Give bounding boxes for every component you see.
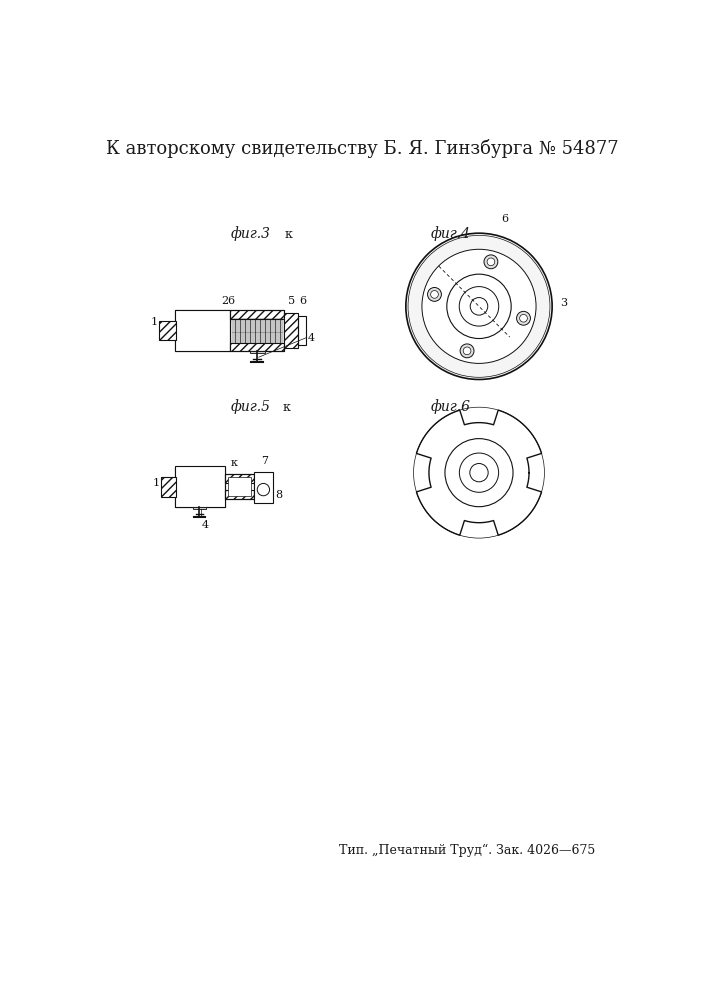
Bar [176,323,229,339]
Text: фиг.3: фиг.3 [230,226,270,241]
Circle shape [428,287,441,301]
Text: 1: 1 [151,317,158,327]
Text: к: к [283,401,291,414]
Bar [175,310,230,323]
Circle shape [257,483,269,496]
Bar [175,310,230,351]
Circle shape [463,347,471,355]
Circle shape [445,439,513,507]
Bar [175,466,225,477]
Polygon shape [416,410,542,535]
Bar [175,339,230,351]
Circle shape [484,255,498,269]
Text: фиг.5: фиг.5 [230,399,270,414]
Bar [175,496,225,507]
Circle shape [470,298,488,315]
Bar [225,474,254,483]
Bar [254,472,274,503]
Text: 3: 3 [560,298,567,308]
Circle shape [447,274,511,339]
Bar [284,313,298,348]
Circle shape [422,249,536,363]
Circle shape [517,311,530,325]
Text: 4: 4 [308,333,315,343]
Circle shape [460,344,474,358]
Bar [250,351,265,353]
Text: 2: 2 [221,296,228,306]
Bar [230,310,284,351]
Text: фиг.6: фиг.6 [431,399,470,414]
Text: 4: 4 [201,520,209,530]
Bar [225,474,254,499]
Circle shape [460,453,498,492]
Text: 6: 6 [501,214,508,224]
Bar [230,343,284,351]
Text: фиг.4: фиг.4 [431,226,470,241]
Text: к: к [230,458,238,468]
Text: 6: 6 [227,296,234,306]
Bar [175,466,225,507]
Bar [160,321,176,340]
Bar [225,490,254,499]
Circle shape [431,291,438,298]
Circle shape [487,258,495,266]
Text: 7: 7 [262,456,269,466]
Bar [161,477,176,497]
Text: 5: 5 [288,296,295,306]
Circle shape [520,314,527,322]
Text: к: к [285,228,293,241]
Text: Тип. „Печатный Труд“. Зак. 4026—675: Тип. „Печатный Труд“. Зак. 4026—675 [339,843,595,857]
Circle shape [460,287,498,326]
Text: 8: 8 [276,490,283,500]
Bar [228,477,251,496]
Bar [230,310,284,319]
Text: 6: 6 [300,296,307,306]
Bar [192,507,206,509]
Circle shape [406,233,552,379]
Text: К авторскому свидетельству Б. Я. Гинзбурга № 54877: К авторскому свидетельству Б. Я. Гинзбур… [105,139,618,158]
Text: 1: 1 [152,478,160,488]
Bar [298,316,305,345]
Circle shape [470,463,488,482]
